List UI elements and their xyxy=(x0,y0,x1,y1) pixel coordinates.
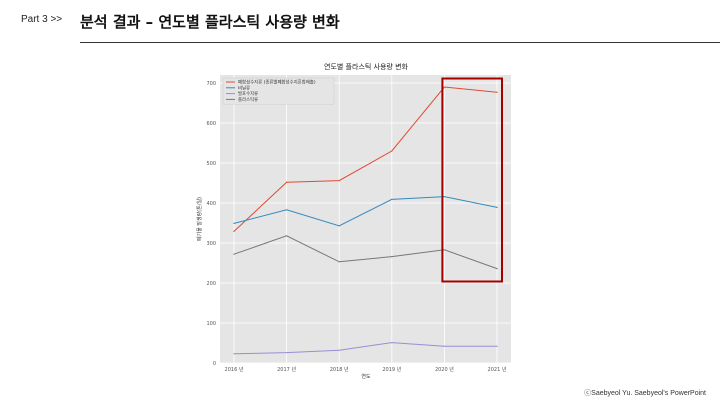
slide-title: 분석 결과 – 연도별 플라스틱 사용량 변화 xyxy=(80,13,340,31)
x-tick-label: 2021 년 xyxy=(488,366,507,373)
data-point xyxy=(233,253,235,255)
part-label: Part 3 >> xyxy=(21,14,63,25)
data-point xyxy=(496,206,498,208)
data-point xyxy=(496,91,498,93)
footer-credit: ⓒSaebyeol Yu. Saebyeol's PowerPoint xyxy=(584,390,706,397)
data-point xyxy=(391,150,393,152)
y-tick-label: 300 xyxy=(206,241,216,247)
data-point xyxy=(286,352,288,354)
data-point xyxy=(496,268,498,270)
legend-label: 플라스틱류 xyxy=(238,96,258,103)
data-point xyxy=(338,261,340,263)
data-point xyxy=(496,345,498,347)
legend-label: 폐합성수지류 (종류별폐합성수지혼합배출) xyxy=(238,79,316,86)
data-point xyxy=(391,198,393,200)
y-axis-label: 폐기물 발생량(톤/일) xyxy=(196,197,203,241)
gridlines xyxy=(220,75,511,364)
data-point xyxy=(391,256,393,258)
x-tick-label: 2020 년 xyxy=(435,366,454,373)
data-point xyxy=(233,230,235,232)
data-point xyxy=(338,349,340,351)
legend-box xyxy=(222,77,335,105)
data-point xyxy=(338,225,340,227)
series-line xyxy=(233,86,498,232)
series-line xyxy=(233,235,498,270)
series-line xyxy=(233,196,498,227)
series-lines xyxy=(233,86,498,355)
data-point xyxy=(233,222,235,224)
data-point xyxy=(443,345,445,347)
data-point xyxy=(443,86,445,88)
y-axis-ticks: 0 100 200 300 400 500 600 700 xyxy=(206,81,216,367)
y-tick-label: 600 xyxy=(206,121,216,127)
data-point xyxy=(443,249,445,251)
data-point xyxy=(286,181,288,183)
line-chart: 연도별 플라스틱 사용량 변화 0 100 200 300 400 500 600 700 2… xyxy=(196,62,511,380)
y-tick-label: 500 xyxy=(206,161,216,167)
data-point xyxy=(286,209,288,211)
x-tick-label: 2016 년 xyxy=(225,366,244,373)
series-line xyxy=(233,342,497,355)
title-divider xyxy=(80,42,720,43)
data-point xyxy=(338,180,340,182)
data-point xyxy=(286,235,288,237)
x-tick-label: 2017 년 xyxy=(277,366,296,373)
legend-label: 비닐류 xyxy=(238,84,250,91)
y-tick-label: 400 xyxy=(206,201,216,207)
y-tick-label: 200 xyxy=(206,281,216,287)
x-tick-label: 2018 년 xyxy=(330,366,349,373)
data-point xyxy=(233,353,235,355)
x-axis-ticks: 2016 년 2017 년 2018 년 2019 년 2020 년 2021 년 xyxy=(225,366,507,373)
y-tick-label: 100 xyxy=(206,321,216,327)
highlight-box xyxy=(441,77,503,283)
data-point xyxy=(391,342,393,344)
data-point xyxy=(443,196,445,198)
x-axis-label: 연도 xyxy=(361,373,371,380)
x-tick-label: 2019 년 xyxy=(382,366,401,373)
y-tick-label: 0 xyxy=(213,361,216,367)
chart-container: 연도별 플라스틱 사용량 변화 0 100 200 300 400 500 600 700 2… xyxy=(192,58,522,388)
chart-title: 연도별 플라스틱 사용량 변화 xyxy=(324,62,409,71)
legend-label: 발포수지류 xyxy=(238,90,258,97)
plot-area xyxy=(220,75,511,363)
y-tick-label: 700 xyxy=(206,81,216,87)
